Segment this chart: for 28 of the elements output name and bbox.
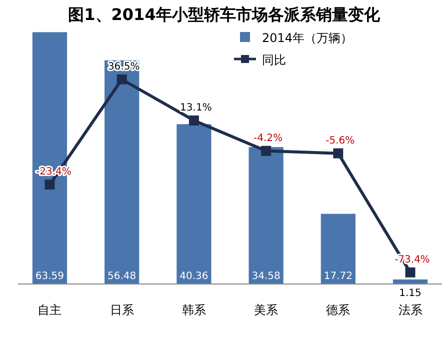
bar [320, 214, 356, 284]
point [261, 146, 272, 156]
bar [248, 147, 284, 284]
data-label: 63.59 [35, 271, 64, 282]
legend-label: 2014年（万辆） [262, 31, 353, 45]
legend-label: 同比 [262, 53, 286, 67]
chart-title: 图1、2014年小型轿车市场各派系销量变化 [68, 5, 381, 24]
data-label: 13.1% [180, 102, 212, 114]
point [116, 74, 127, 84]
x-tick-label: 法系 [398, 303, 422, 317]
data-label: 1.15 [399, 288, 422, 299]
point [333, 148, 344, 158]
data-label: -4.2% [254, 132, 283, 144]
x-tick-label: 德系 [326, 303, 350, 317]
data-label: 17.72 [324, 271, 352, 282]
data-label: 34.58 [252, 271, 280, 282]
point [44, 180, 55, 190]
x-tick-label: 自主 [38, 303, 62, 317]
bar [176, 124, 212, 284]
data-label: 40.36 [180, 271, 208, 282]
bar [104, 60, 140, 284]
x-tick-label: 日系 [110, 303, 134, 317]
x-tick-label: 韩系 [182, 303, 206, 317]
data-label: 56.48 [108, 271, 136, 282]
point [405, 267, 416, 278]
point [188, 115, 199, 126]
data-label: -5.6% [326, 135, 355, 146]
x-tick-label: 美系 [254, 303, 278, 317]
